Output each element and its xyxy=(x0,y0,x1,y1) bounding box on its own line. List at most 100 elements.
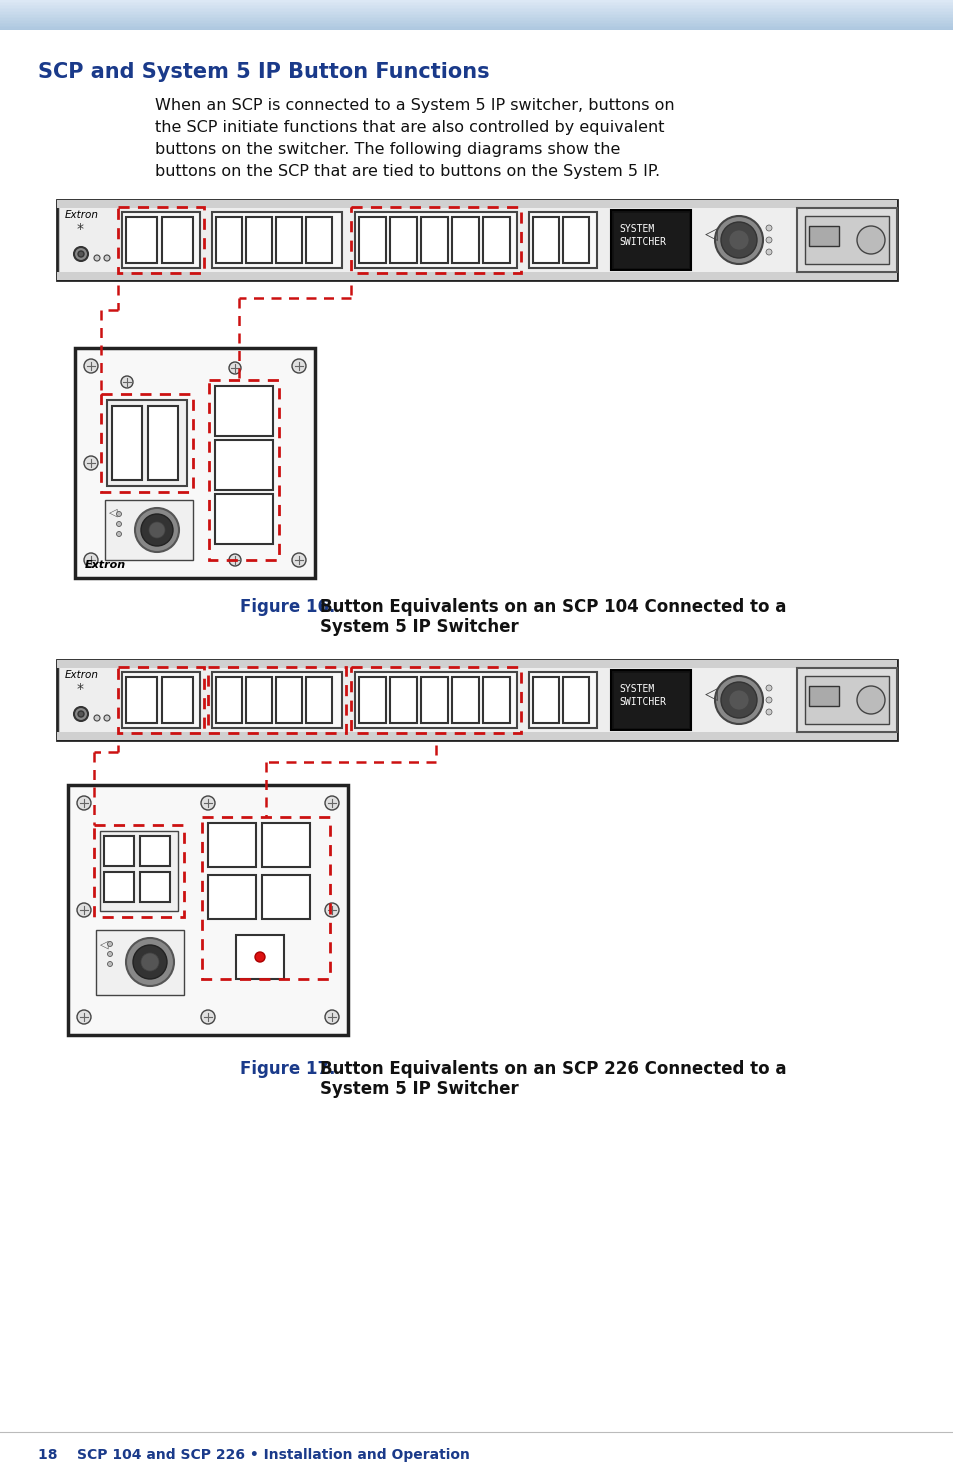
Bar xyxy=(212,212,341,268)
Bar xyxy=(0,19,953,21)
Bar xyxy=(104,836,133,866)
Bar xyxy=(0,6,953,7)
Text: System 5 IP Switcher: System 5 IP Switcher xyxy=(319,1080,518,1097)
Bar xyxy=(96,931,184,996)
Bar xyxy=(533,217,558,263)
Bar xyxy=(0,13,953,15)
Bar xyxy=(215,677,242,723)
Circle shape xyxy=(765,249,771,255)
Bar xyxy=(208,823,255,867)
Circle shape xyxy=(104,255,110,261)
Circle shape xyxy=(728,690,748,709)
Bar xyxy=(208,875,255,919)
Circle shape xyxy=(74,246,88,261)
Text: Figure 17.: Figure 17. xyxy=(240,1061,335,1078)
Bar xyxy=(68,785,348,1035)
Text: buttons on the switcher. The following diagrams show the: buttons on the switcher. The following d… xyxy=(154,142,619,156)
Bar xyxy=(94,825,184,917)
Circle shape xyxy=(229,555,241,566)
Circle shape xyxy=(292,553,306,566)
Circle shape xyxy=(116,522,121,527)
Bar xyxy=(420,217,448,263)
Bar xyxy=(804,676,888,724)
Circle shape xyxy=(84,553,98,566)
Bar xyxy=(0,21,953,22)
Bar xyxy=(0,12,953,13)
Circle shape xyxy=(108,951,112,956)
Bar xyxy=(610,209,690,270)
Bar xyxy=(126,217,157,263)
Bar xyxy=(214,494,273,544)
Bar xyxy=(351,667,520,733)
Circle shape xyxy=(132,945,167,979)
Bar xyxy=(118,667,204,733)
Bar xyxy=(796,668,896,732)
Circle shape xyxy=(856,686,884,714)
Bar xyxy=(482,217,510,263)
Bar xyxy=(562,677,588,723)
Bar xyxy=(214,440,273,490)
Circle shape xyxy=(84,358,98,373)
Circle shape xyxy=(728,230,748,249)
Bar xyxy=(808,226,838,246)
Bar xyxy=(246,217,272,263)
Bar xyxy=(452,217,478,263)
Bar xyxy=(57,201,896,208)
Bar xyxy=(452,677,478,723)
Bar xyxy=(214,386,273,437)
Bar xyxy=(0,16,953,18)
Text: SYSTEM
SWITCHER: SYSTEM SWITCHER xyxy=(618,684,665,707)
Circle shape xyxy=(141,513,172,546)
Text: System 5 IP Switcher: System 5 IP Switcher xyxy=(319,618,518,636)
Text: When an SCP is connected to a System 5 IP switcher, buttons on: When an SCP is connected to a System 5 I… xyxy=(154,97,674,114)
Bar xyxy=(101,394,193,493)
Bar xyxy=(529,212,597,268)
Circle shape xyxy=(765,698,771,704)
Circle shape xyxy=(254,951,265,962)
Text: Figure 16.: Figure 16. xyxy=(240,597,335,617)
Bar xyxy=(215,217,242,263)
Circle shape xyxy=(104,715,110,721)
Bar xyxy=(358,217,386,263)
Bar xyxy=(0,27,953,28)
Bar xyxy=(0,25,953,27)
Bar xyxy=(235,935,284,979)
Circle shape xyxy=(765,709,771,715)
Text: buttons on the SCP that are tied to buttons on the System 5 IP.: buttons on the SCP that are tied to butt… xyxy=(154,164,659,178)
Circle shape xyxy=(77,903,91,917)
Text: Extron: Extron xyxy=(65,670,99,680)
Circle shape xyxy=(856,226,884,254)
Circle shape xyxy=(325,1010,338,1024)
Bar xyxy=(355,212,517,268)
Text: ◁: ◁ xyxy=(109,507,117,518)
Text: the SCP initiate functions that are also controlled by equivalent: the SCP initiate functions that are also… xyxy=(154,119,664,136)
Circle shape xyxy=(720,223,757,258)
Bar xyxy=(162,217,193,263)
Bar xyxy=(59,662,894,738)
Bar xyxy=(57,201,896,280)
Bar xyxy=(0,1,953,3)
Circle shape xyxy=(78,711,84,717)
Circle shape xyxy=(94,255,100,261)
Circle shape xyxy=(78,251,84,257)
Bar xyxy=(75,348,314,578)
Circle shape xyxy=(135,507,179,552)
Bar xyxy=(57,659,896,668)
Text: ◁: ◁ xyxy=(704,686,717,704)
Bar xyxy=(140,872,170,903)
Bar xyxy=(112,406,142,479)
Bar xyxy=(529,673,597,729)
Circle shape xyxy=(201,1010,214,1024)
Bar xyxy=(0,24,953,25)
Circle shape xyxy=(116,531,121,537)
Bar xyxy=(275,677,302,723)
Bar xyxy=(0,0,953,1)
Bar xyxy=(202,817,330,979)
Bar xyxy=(610,670,690,730)
Bar xyxy=(306,677,332,723)
Bar xyxy=(0,22,953,24)
Text: ◁: ◁ xyxy=(100,940,109,950)
Circle shape xyxy=(292,358,306,373)
Circle shape xyxy=(325,796,338,810)
Bar xyxy=(613,673,688,729)
